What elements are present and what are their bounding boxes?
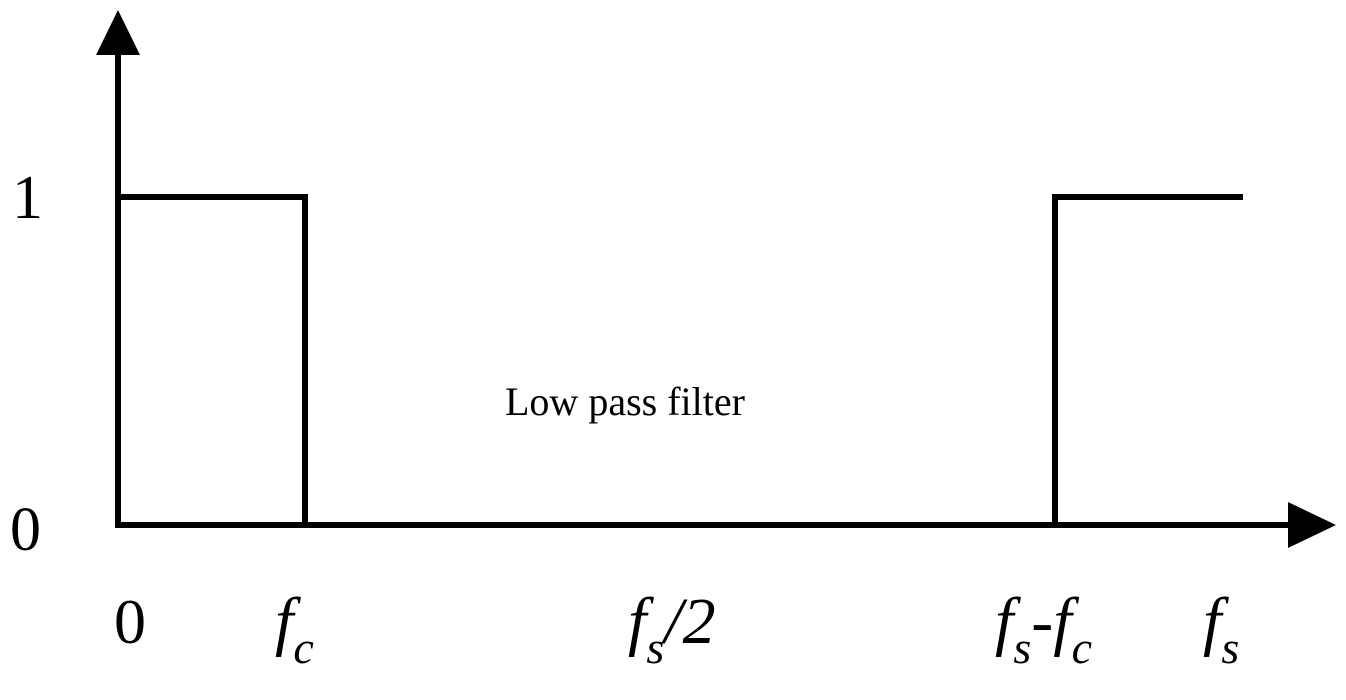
y-tick-0: 0 xyxy=(10,496,41,564)
y-axis-arrow xyxy=(96,10,140,55)
diagram-title: Low pass filter xyxy=(505,379,745,424)
passband-high xyxy=(1052,194,1243,525)
x-tick-fs: fs xyxy=(1203,585,1239,673)
x-tick-fs-minus-fc: fs-fc xyxy=(995,585,1092,673)
y-tick-1: 1 xyxy=(12,164,43,232)
x-axis-arrow xyxy=(1288,502,1336,548)
x-tick-fs-half: fs/2 xyxy=(628,585,716,673)
passband-low xyxy=(118,194,308,525)
x-tick-fc: fc xyxy=(275,585,314,673)
x-tick-0: 0 xyxy=(114,586,146,657)
